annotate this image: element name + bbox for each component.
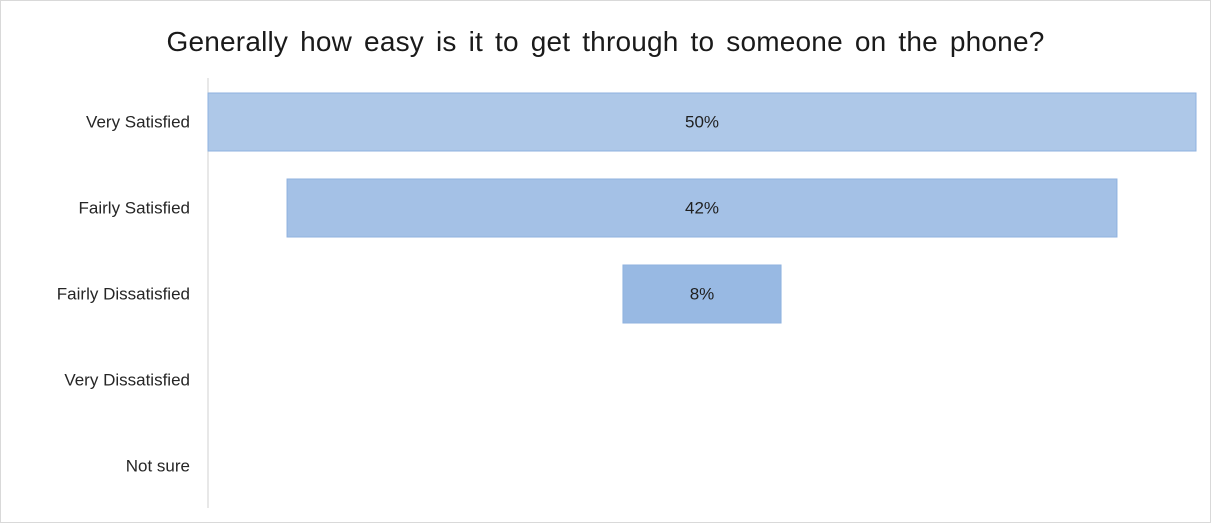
category-label: Very Satisfied	[86, 113, 190, 132]
bar	[286, 178, 1118, 238]
category-label: Not sure	[126, 457, 190, 476]
data-label: 50%	[685, 113, 719, 132]
data-label: 42%	[685, 199, 719, 218]
category-label: Very Dissatisfied	[64, 371, 190, 390]
bar	[622, 264, 782, 324]
category-label: Fairly Satisfied	[79, 199, 190, 218]
chart-title: Generally how easy is it to get through …	[166, 26, 1045, 57]
data-labels: 50% 42% 8%	[685, 113, 719, 304]
data-label: 8%	[690, 285, 715, 304]
bars	[207, 92, 1197, 324]
category-label: Fairly Dissatisfied	[57, 285, 190, 304]
category-labels: Very Satisfied Fairly Satisfied Fairly Dis…	[57, 113, 190, 476]
bar	[207, 92, 1197, 152]
